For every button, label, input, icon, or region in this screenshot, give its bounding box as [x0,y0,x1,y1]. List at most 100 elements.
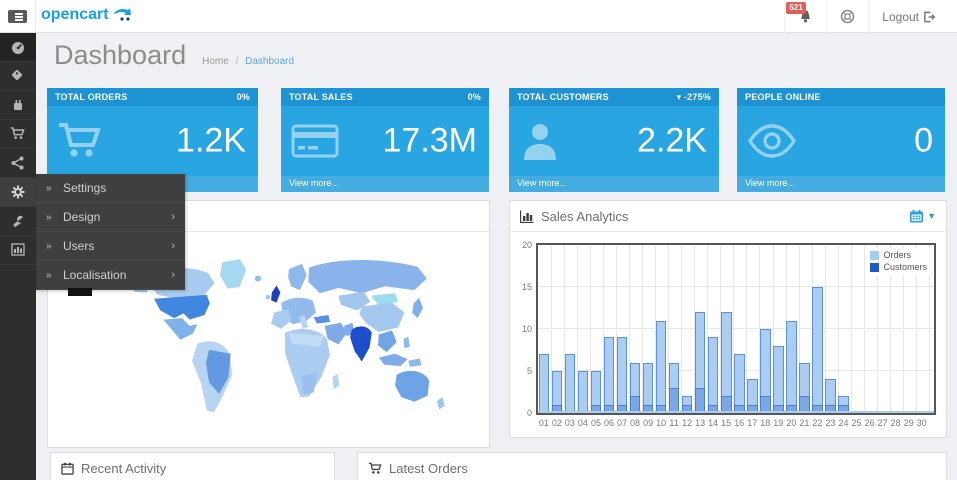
logout-button[interactable]: Logout [868,0,949,33]
bar-orders-03 [564,354,576,413]
flyout-item-label: Design [63,210,101,224]
support-button[interactable] [826,0,868,33]
tile-percent-badge: ▾ -275% [676,91,711,102]
sidebar-toggle-button[interactable] [0,0,36,33]
x-tick-17: 17 [747,418,758,428]
bar-orders-20 [786,320,797,413]
x-tick-05: 05 [590,418,601,428]
y-tick-20: 20 [521,240,532,250]
tile-title: PEOPLE ONLINE [745,92,821,102]
x-tick-29: 29 [903,418,914,428]
system-icon [11,185,25,199]
latest-orders-panel: Latest Orders [357,452,947,480]
flyout-item-localisation[interactable]: » Localisation › [36,261,185,290]
x-tick-22: 22 [812,418,823,428]
sidebar-item-system[interactable] [0,178,36,207]
double-chevron-icon: » [46,240,52,252]
legend-swatch [870,262,880,272]
legend-customers: Customers [870,262,927,272]
sidebar-item-marketing[interactable] [0,149,36,178]
tile-view-more-link[interactable]: View more... [281,176,489,192]
x-tick-03: 03 [564,418,575,428]
flyout-item-label: Localisation [63,268,127,282]
page-title: Dashboard [54,40,187,70]
sales-analytics-title: Sales Analytics [541,208,629,224]
y-tick-15: 15 [521,282,532,292]
credit-card-icon [291,123,339,159]
x-tick-18: 18 [760,418,771,428]
tile-title: TOTAL CUSTOMERS [517,92,609,102]
marketing-icon [11,156,24,170]
tile-view-more-link[interactable]: View more... [737,176,945,192]
bar-customers-11 [668,387,680,413]
cart-icon [368,462,382,475]
date-range-button[interactable]: ▼ [909,209,936,223]
legend-orders: Orders [870,250,927,260]
sidebar-nav [0,33,36,480]
legend-swatch [870,250,880,260]
system-flyout-menu: » Settings » Design › » Users › » Localisation › [36,174,185,290]
double-chevron-icon: » [46,211,52,223]
tile-percent-badge: 0% [236,92,250,102]
x-tick-01: 01 [538,418,549,428]
bar-orders-10 [655,320,667,413]
sidebar-item-reports[interactable] [0,236,36,265]
x-tick-15: 15 [721,418,732,428]
sales-analytics-chart[interactable]: Orders Customers [536,243,936,415]
sales-analytics-panel: Sales Analytics ▼ Orders Customers 0 5 10 15… [509,200,947,438]
tile-view-more-link[interactable]: View more... [509,176,719,192]
recent-activity-title: Recent Activity [81,460,167,476]
double-chevron-icon: » [46,269,52,281]
flyout-item-label: Settings [63,181,107,195]
legend-label: Orders [883,250,911,260]
double-chevron-icon: » [46,182,52,194]
flyout-item-settings[interactable]: » Settings [36,174,185,203]
caret-down-icon: ▼ [927,211,936,221]
x-tick-24: 24 [838,418,849,428]
catalog-icon [11,69,23,81]
extensions-icon [14,100,22,110]
bar-orders-07 [616,337,628,413]
breadcrumb-dashboard[interactable]: Dashboard [245,56,295,67]
sidebar-item-catalog[interactable] [0,62,36,91]
flyout-item-design[interactable]: » Design › [36,203,185,232]
x-tick-20: 20 [786,418,797,428]
legend-label: Customers [883,262,927,272]
sidebar-item-dashboard[interactable] [0,33,36,62]
sidebar-item-extensions[interactable] [0,91,36,120]
flyout-overflow-stub [68,288,92,296]
stat-tile-people-online: PEOPLE ONLINE 0 View more... [737,88,945,192]
latest-orders-title: Latest Orders [389,460,468,476]
tile-percent-badge: 0% [467,92,481,102]
opencart-logo[interactable]: opencart [41,6,135,24]
chevron-right-icon: › [171,211,175,223]
sidebar-item-tools[interactable] [0,207,36,236]
y-tick-0: 0 [526,408,532,418]
dashboard-icon [12,42,24,54]
notifications-button[interactable]: 521 [784,0,826,33]
calendar-icon [910,209,924,223]
bar-chart-icon [520,210,534,223]
x-tick-13: 13 [695,418,706,428]
chevron-right-icon: › [171,240,175,252]
sales-icon [11,127,25,139]
flyout-item-users[interactable]: » Users › [36,232,185,261]
x-tick-12: 12 [682,418,693,428]
breadcrumb-home[interactable]: Home [202,56,229,67]
notification-count-badge: 521 [786,2,806,14]
x-tick-02: 02 [551,418,562,428]
sidebar-item-sales[interactable] [0,120,36,149]
bar-orders-04 [577,371,589,413]
x-tick-06: 06 [603,418,614,428]
tools-icon [13,215,24,227]
x-tick-26: 26 [864,418,875,428]
recent-activity-panel: Recent Activity [50,452,335,480]
x-tick-08: 08 [629,418,640,428]
reports-icon [11,243,25,256]
x-tick-30: 30 [916,418,927,428]
logout-icon [924,11,936,22]
bar-orders-06 [603,337,615,413]
opencart-logo-text: opencart [41,6,109,23]
x-tick-19: 19 [773,418,784,428]
tile-title: TOTAL ORDERS [55,92,128,102]
